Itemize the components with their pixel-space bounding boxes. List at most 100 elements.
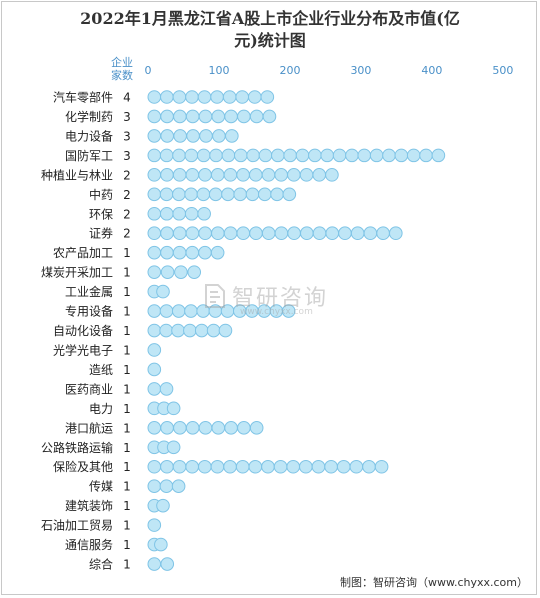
- category-label: 公路铁路运输: [41, 440, 113, 455]
- data-bar: [147, 265, 202, 279]
- bar-bubble: [260, 90, 275, 104]
- bar-bubble: [245, 187, 260, 202]
- bar-bubble: [184, 187, 198, 202]
- count-label: 1: [123, 305, 131, 319]
- category-label: 工业金属: [65, 284, 113, 299]
- count-label: 1: [123, 402, 131, 416]
- bar-bubble: [223, 168, 238, 182]
- count-label: 1: [123, 499, 131, 513]
- bar-bubble: [394, 148, 409, 163]
- bar-bubble: [206, 323, 221, 338]
- bar-bubble: [223, 226, 238, 241]
- count-label: 4: [123, 91, 131, 105]
- bar-bubble: [147, 421, 162, 435]
- chart-title-line-2: 元)统计图: [234, 31, 306, 50]
- data-bar: [147, 129, 239, 143]
- bar-bubble: [324, 459, 338, 474]
- x-tick-label: 500: [492, 64, 513, 77]
- data-bar: [147, 187, 297, 202]
- category-label: 传媒: [89, 479, 113, 494]
- bar-bubble: [171, 479, 186, 494]
- bar-bubble: [382, 148, 396, 163]
- bar-bubble: [274, 168, 288, 182]
- count-label: 2: [123, 207, 131, 221]
- bar-bubble: [183, 323, 197, 338]
- bar-bubble: [246, 148, 260, 163]
- bar-bubble: [261, 459, 275, 474]
- bar-bubble: [221, 187, 235, 202]
- bar-bubble: [350, 226, 365, 241]
- bar-bubble: [147, 90, 162, 104]
- bar-bubble: [336, 459, 351, 474]
- bar-bubble: [147, 206, 162, 221]
- bar-bubble: [248, 459, 263, 474]
- bar-bubble: [172, 206, 187, 221]
- x-tick-label: 400: [421, 64, 442, 77]
- bar-bubble: [147, 557, 162, 571]
- bar-bubble: [186, 129, 200, 143]
- chart-title-line-1: 2022年1月黑龙江省A股上市企业行业分布及市值(亿: [80, 9, 460, 28]
- data-bar: [147, 518, 162, 532]
- bar-bubble: [185, 168, 200, 182]
- bar-bubble: [147, 245, 162, 260]
- count-label: 1: [123, 324, 131, 338]
- bar-bubble: [325, 168, 339, 182]
- bar-bubble: [300, 226, 314, 241]
- bar-bubble: [198, 168, 212, 182]
- bar-bubble: [154, 537, 168, 552]
- count-label: 1: [123, 246, 131, 260]
- data-bar: [147, 362, 162, 377]
- bar-bubble: [160, 557, 175, 571]
- category-label: 环保: [89, 207, 113, 221]
- bar-bubble: [185, 226, 200, 241]
- bar-bubble: [308, 148, 322, 163]
- data-bar: [147, 498, 170, 513]
- bar-bubble: [211, 226, 225, 241]
- count-label: 2: [123, 188, 131, 202]
- data-bar: [147, 382, 174, 396]
- bar-bubble: [338, 226, 352, 241]
- bar-bubble: [221, 148, 236, 163]
- category-label: 医药商业: [65, 381, 113, 396]
- count-label: 1: [123, 538, 131, 552]
- data-bar: [147, 537, 168, 552]
- bar-bubble: [287, 168, 301, 182]
- x-tick-label: 200: [279, 64, 300, 77]
- category-label: 汽车零部件: [53, 90, 113, 105]
- bar-bubble: [187, 265, 202, 279]
- count-label: 1: [123, 480, 131, 494]
- bar-bubble: [237, 421, 251, 435]
- bar-bubble: [233, 148, 248, 163]
- count-label: 1: [123, 343, 131, 357]
- category-label: 石油加工贸易: [41, 519, 113, 533]
- data-bar: [147, 284, 170, 299]
- bar-bubble: [249, 226, 263, 241]
- bar-bubble: [173, 109, 187, 124]
- bar-bubble: [233, 187, 248, 202]
- category-label: 证券: [89, 226, 113, 241]
- bar-bubble: [224, 109, 238, 124]
- category-label: 国防军工: [65, 148, 113, 163]
- bar-bubble: [184, 206, 199, 221]
- bar-bubble: [223, 459, 237, 474]
- bar-bubble: [281, 304, 296, 318]
- bar-bubble: [159, 382, 174, 396]
- category-label: 电力设备: [65, 129, 113, 143]
- bar-bubble: [299, 168, 314, 182]
- count-label: 1: [123, 382, 131, 396]
- bar-bubble: [147, 479, 162, 494]
- data-bar: [147, 401, 181, 416]
- bar-bubble: [320, 148, 335, 163]
- x-tick-label: 0: [145, 64, 152, 77]
- bar-bubble: [197, 206, 211, 221]
- bar-bubble: [147, 265, 162, 279]
- bar-bubble: [174, 265, 188, 279]
- bar-bubble: [172, 90, 187, 104]
- bar-bubble: [198, 459, 212, 474]
- bar-bubble: [299, 459, 313, 474]
- bar-bubble: [185, 109, 200, 124]
- bar-bubble: [210, 90, 224, 104]
- count-label: 1: [123, 363, 131, 377]
- bar-bubble: [262, 109, 277, 124]
